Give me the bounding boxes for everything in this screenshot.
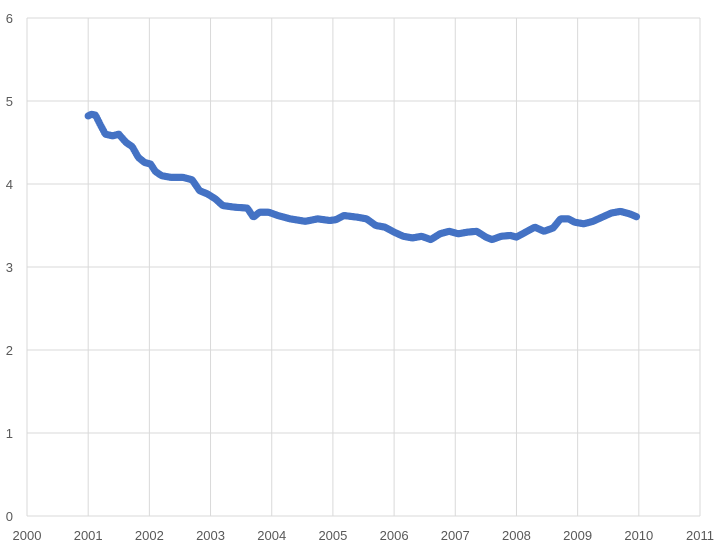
- x-tick-label: 2002: [135, 528, 164, 543]
- x-tick-label: 2005: [318, 528, 347, 543]
- x-tick-label: 2010: [624, 528, 653, 543]
- x-axis-tick-labels: 2000 2001 2002 2003 2004 2005 2006 2007 2008 2009…: [13, 528, 714, 543]
- x-tick-label: 2009: [563, 528, 592, 543]
- y-tick-label: 2: [6, 343, 13, 358]
- x-tick-label: 2001: [74, 528, 103, 543]
- grid-lines: [26, 17, 701, 517]
- x-tick-label: 2007: [441, 528, 470, 543]
- y-tick-label: 3: [6, 260, 13, 275]
- y-tick-label: 0: [6, 509, 13, 524]
- x-tick-label: 2000: [13, 528, 42, 543]
- x-tick-label: 2003: [196, 528, 225, 543]
- x-tick-label: 2008: [502, 528, 531, 543]
- y-tick-label: 1: [6, 426, 13, 441]
- x-tick-label: 2006: [380, 528, 409, 543]
- y-axis-tick-labels: 0 1 2 3 4 5 6: [6, 11, 13, 524]
- y-tick-label: 4: [6, 177, 13, 192]
- y-tick-label: 5: [6, 94, 13, 109]
- x-tick-label: 2011: [686, 528, 714, 543]
- x-tick-label: 2004: [257, 528, 286, 543]
- y-tick-label: 6: [6, 11, 13, 26]
- data-series: [84, 110, 641, 244]
- data-point: [632, 213, 641, 221]
